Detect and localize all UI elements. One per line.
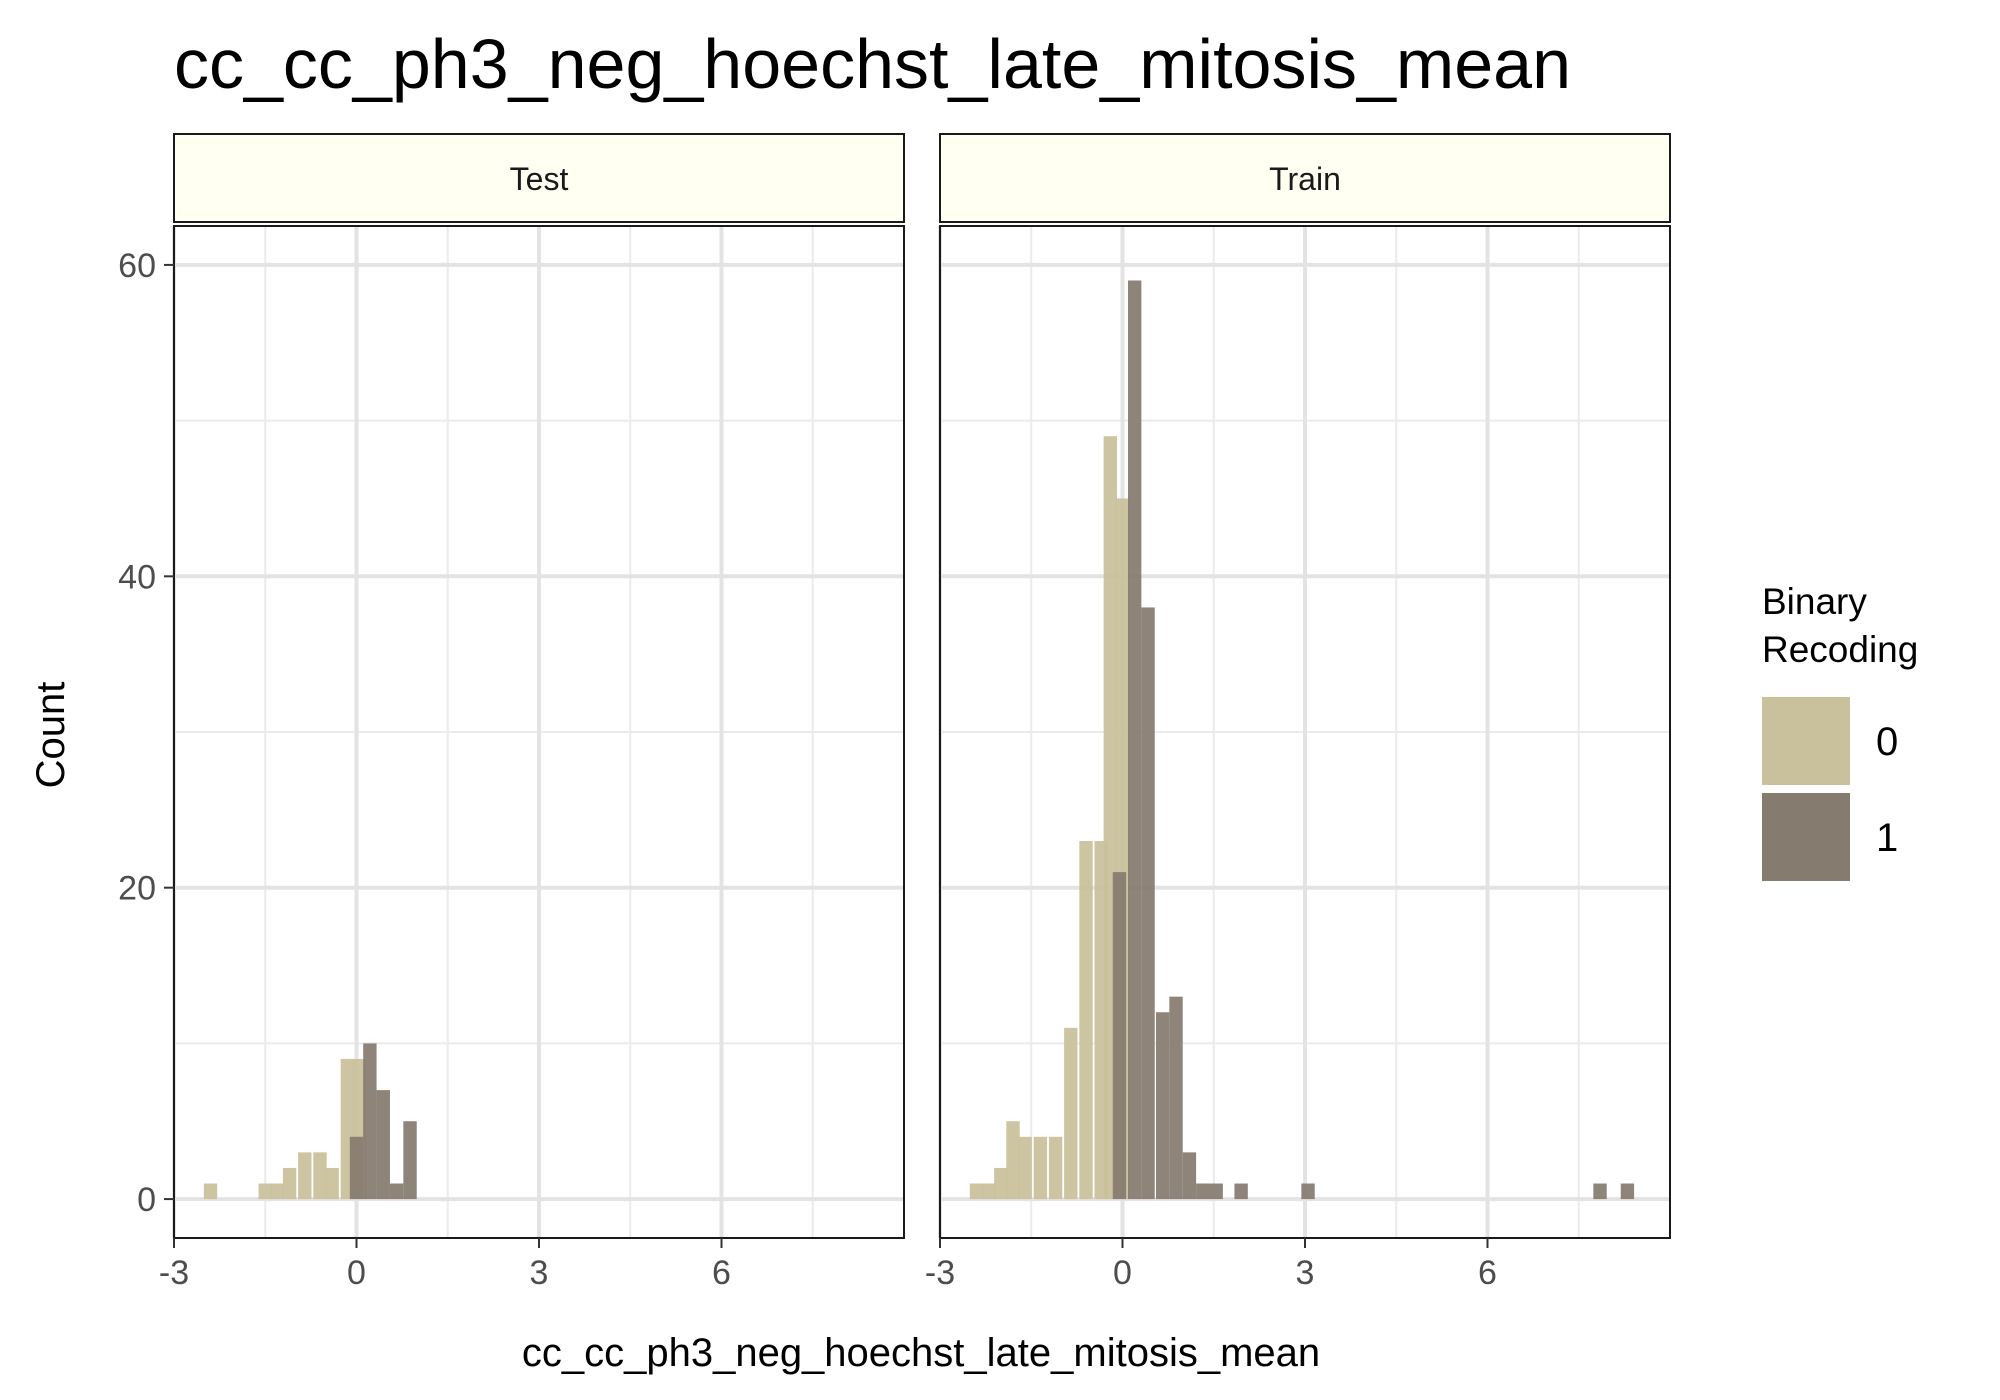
- facet-strip: [173, 133, 905, 223]
- chart-title: cc_cc_ph3_neg_hoechst_late_mitosis_mean: [174, 25, 1571, 103]
- histogram-bar: [1155, 1012, 1170, 1200]
- histogram-bar: [1018, 1136, 1032, 1200]
- histogram-bar: [313, 1152, 327, 1200]
- legend-title: Binary: [1762, 581, 1867, 622]
- x-tick-label: 0: [1113, 1254, 1132, 1292]
- histogram-bar: [1234, 1183, 1248, 1200]
- histogram-bar: [1064, 1027, 1078, 1200]
- y-tick-label: 40: [118, 558, 156, 596]
- histogram-bar: [270, 1183, 285, 1200]
- x-tick-label: 6: [712, 1254, 731, 1292]
- histogram-bar: [1169, 996, 1183, 1200]
- x-tick-label: 3: [530, 1254, 549, 1292]
- legend-label: 1: [1876, 816, 1898, 860]
- histogram-bar: [203, 1183, 218, 1200]
- histogram-bar: [325, 1167, 339, 1200]
- histogram-bar: [1593, 1183, 1607, 1200]
- legend-key: [1762, 793, 1850, 881]
- panel-train: Train -3 0 3 6: [925, 133, 1671, 1292]
- histogram-bar: [1127, 280, 1142, 1200]
- histogram-bar: [403, 1121, 417, 1200]
- histogram-bar: [1033, 1136, 1048, 1200]
- facet-strip-label: Train: [1269, 161, 1341, 197]
- y-axis-title: Count: [29, 682, 73, 789]
- histogram-bar: [1196, 1183, 1210, 1200]
- facet-strip-label: Test: [510, 161, 569, 197]
- histogram-bar: [969, 1183, 984, 1200]
- histogram-bar: [282, 1167, 297, 1200]
- histogram-bar: [349, 1136, 364, 1200]
- series-1: [1112, 280, 1635, 1200]
- histogram-bar: [258, 1183, 272, 1200]
- histogram-bar: [1209, 1183, 1223, 1200]
- histogram-bar: [1141, 607, 1155, 1200]
- histogram-bar: [1620, 1183, 1635, 1200]
- x-axis-title: cc_cc_ph3_neg_hoechst_late_mitosis_mean: [522, 1331, 1320, 1375]
- x-tick-label: 3: [1296, 1254, 1315, 1292]
- histogram-bar: [389, 1183, 404, 1200]
- histogram-bar: [1006, 1121, 1020, 1200]
- y-tick-label: 20: [118, 870, 156, 908]
- legend-title: Recoding: [1762, 629, 1918, 670]
- histogram-bar: [376, 1090, 390, 1200]
- y-tick-label: 60: [118, 247, 156, 285]
- legend-label: 0: [1876, 720, 1898, 764]
- histogram-bar: [1182, 1152, 1197, 1200]
- x-tick-label: 6: [1478, 1254, 1497, 1292]
- histogram-bar: [1301, 1183, 1315, 1200]
- facet-strip: [939, 133, 1671, 223]
- x-tick-label: -3: [925, 1254, 955, 1292]
- histogram-bar: [1079, 840, 1093, 1200]
- histogram-bar: [981, 1183, 996, 1200]
- y-tick-label: 0: [137, 1181, 156, 1219]
- x-tick-label: -3: [159, 1254, 189, 1292]
- x-tick-label: 0: [347, 1254, 366, 1292]
- histogram-bar: [1112, 872, 1127, 1200]
- series-1: [349, 1043, 417, 1200]
- legend: Binary Recoding 0 1: [1762, 581, 1918, 881]
- histogram-bar: [1048, 1136, 1063, 1200]
- histogram-bar: [363, 1043, 377, 1200]
- histogram-bar: [298, 1152, 312, 1200]
- histogram-bar: [994, 1167, 1008, 1200]
- legend-key: [1762, 697, 1850, 785]
